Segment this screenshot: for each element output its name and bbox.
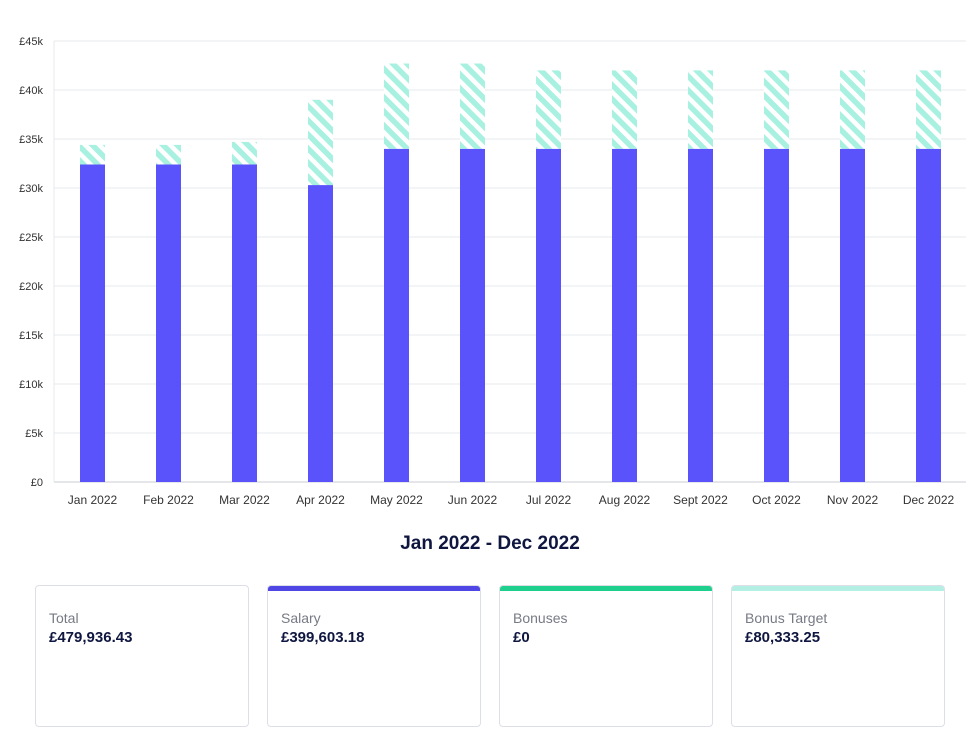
y-tick-label: £45k <box>19 36 43 48</box>
card-label: Bonuses <box>513 610 568 626</box>
bar-salary <box>916 148 941 483</box>
card-value: £0 <box>513 629 530 646</box>
card-label: Bonus Target <box>745 610 828 626</box>
bar-bonus-target <box>612 70 637 149</box>
grid-lines <box>53 40 966 483</box>
bar-salary <box>536 148 561 483</box>
card-value: £479,936.43 <box>49 629 133 646</box>
x-tick-label: Dec 2022 <box>903 493 955 507</box>
bar-bonus-target <box>80 144 105 165</box>
x-tick-label: Sept 2022 <box>673 493 728 507</box>
x-tick-label: Oct 2022 <box>752 493 801 507</box>
bar-bonus-target <box>840 70 865 149</box>
x-tick-label: Nov 2022 <box>827 493 879 507</box>
y-tick-label: £30k <box>19 183 43 195</box>
bar-bonus-target <box>764 70 789 149</box>
card-accent-bar <box>500 586 712 591</box>
bar-bonus-target <box>232 141 257 165</box>
y-tick-label: £0 <box>31 477 43 489</box>
x-tick-label: Jan 2022 <box>68 493 118 507</box>
bar-bonus-target <box>536 70 561 149</box>
bar-salary <box>840 148 865 483</box>
y-tick-label: £35k <box>19 134 43 146</box>
x-tick-label: Jul 2022 <box>526 493 572 507</box>
y-tick-label: £10k <box>19 379 43 391</box>
card-total: Total £479,936.43 <box>35 585 249 727</box>
bar-salary <box>232 164 257 483</box>
bar-salary <box>764 148 789 483</box>
bar-salary <box>688 148 713 483</box>
y-tick-label: £15k <box>19 330 43 342</box>
bars <box>80 63 941 483</box>
x-tick-label: Feb 2022 <box>143 493 194 507</box>
y-tick-label: £40k <box>19 85 43 97</box>
x-tick-label: Apr 2022 <box>296 493 345 507</box>
card-bonus-target: Bonus Target £80,333.25 <box>731 585 945 727</box>
x-tick-label: Jun 2022 <box>448 493 498 507</box>
bar-bonus-target <box>916 70 941 149</box>
bar-salary <box>384 148 409 483</box>
card-accent-bar <box>268 586 480 591</box>
bar-salary <box>612 148 637 483</box>
bar-bonus-target <box>460 63 485 149</box>
bar-salary <box>308 185 333 482</box>
x-tick-label: Mar 2022 <box>219 493 270 507</box>
y-tick-label: £5k <box>25 428 43 440</box>
bar-bonus-target <box>688 70 713 149</box>
period-title: Jan 2022 - Dec 2022 <box>400 533 580 554</box>
card-accent-bar <box>732 586 944 591</box>
bar-bonus-target <box>384 63 409 149</box>
card-bonuses: Bonuses £0 <box>499 585 713 727</box>
x-tick-label: May 2022 <box>370 493 423 507</box>
bar-bonus-target <box>308 99 333 186</box>
card-value: £399,603.18 <box>281 629 365 646</box>
card-label: Total <box>49 610 79 626</box>
card-value: £80,333.25 <box>745 629 821 646</box>
y-axis: £0 £5k £10k £15k £20k £25k £30k £35k £40k £45k <box>19 36 43 489</box>
bar-salary <box>156 164 181 483</box>
x-tick-label: Aug 2022 <box>599 493 651 507</box>
bar-bonus-target <box>156 144 181 165</box>
card-label: Salary <box>281 610 321 626</box>
bar-chart: £0 £5k £10k £15k £20k £25k £30k £35k £40k £45k Ja… <box>19 36 966 507</box>
bar-salary <box>460 148 485 483</box>
y-tick-label: £25k <box>19 232 43 244</box>
y-tick-label: £20k <box>19 281 43 293</box>
bar-salary <box>80 164 105 483</box>
x-axis: Jan 2022 Feb 2022 Mar 2022 Apr 2022 May 2022… <box>68 493 955 507</box>
card-salary: Salary £399,603.18 <box>267 585 481 727</box>
